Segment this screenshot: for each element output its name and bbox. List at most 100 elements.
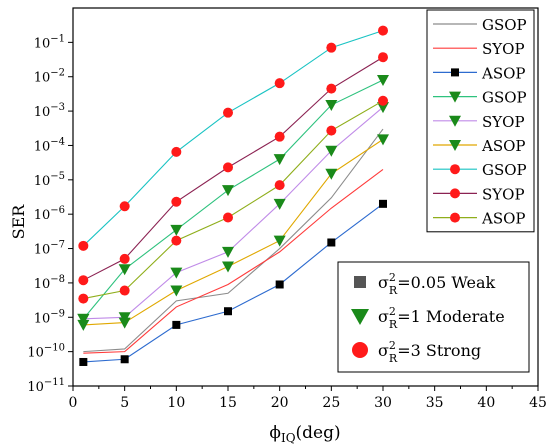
data-point xyxy=(77,319,90,331)
legend-box xyxy=(426,9,535,233)
data-point xyxy=(171,146,182,157)
data-point xyxy=(378,25,388,36)
data-point xyxy=(119,253,130,264)
data-point xyxy=(222,261,234,273)
data-point xyxy=(326,125,337,136)
y-tick-label: 10−8 xyxy=(34,274,65,292)
data-point xyxy=(170,267,183,279)
series-gsop-6 xyxy=(78,25,388,251)
legend-label: SYOP xyxy=(482,113,525,131)
y-tick-label: 10−7 xyxy=(34,240,65,258)
x-tick-label: 25 xyxy=(322,395,340,411)
data-point xyxy=(450,188,460,199)
series-layer xyxy=(77,25,389,366)
data-point xyxy=(326,83,337,94)
group-legend-box xyxy=(337,261,530,373)
data-point xyxy=(325,145,338,157)
data-point xyxy=(450,164,460,175)
data-point xyxy=(223,212,233,223)
x-tick-label: 15 xyxy=(219,395,237,411)
data-point xyxy=(274,131,285,142)
group-legend-marker xyxy=(351,309,369,325)
data-point xyxy=(170,224,183,236)
y-tick-label: 10−11 xyxy=(27,377,65,395)
legend-entry: SYOP xyxy=(433,185,525,203)
data-point xyxy=(172,320,181,329)
data-point xyxy=(224,307,232,316)
group-legend-label: σ2 R=0.05 Weak xyxy=(378,271,495,297)
data-point xyxy=(79,357,88,366)
x-tick-label: 0 xyxy=(69,395,78,411)
y-tick-label: 10−2 xyxy=(34,68,65,86)
data-point xyxy=(118,264,131,276)
legend-entry: SYOP xyxy=(433,113,525,131)
y-axis-label: SER xyxy=(9,204,28,240)
data-point xyxy=(275,280,284,289)
x-tick-label: 45 xyxy=(529,395,547,411)
data-point xyxy=(326,42,337,53)
data-point xyxy=(449,91,461,103)
series-asop-5 xyxy=(77,134,389,331)
data-point xyxy=(77,313,90,325)
data-point xyxy=(327,238,336,247)
legend-label: ASOP xyxy=(481,137,526,155)
x-tick-label: 20 xyxy=(271,395,289,411)
data-point xyxy=(378,95,388,106)
data-point xyxy=(449,140,461,151)
legend-label: SYOP xyxy=(482,185,525,203)
series-gsop-0 xyxy=(83,128,384,353)
group-legend: σ2 R=0.05 Weak σ2 R=1 Moderate σ2 R=3 Strong xyxy=(337,261,530,373)
series-syop-7 xyxy=(78,52,388,286)
data-point xyxy=(449,115,461,127)
legend-label: ASOP xyxy=(481,210,526,228)
x-tick-label: 30 xyxy=(374,395,392,411)
group-legend-label: σ2 R=3 Strong xyxy=(378,339,481,365)
group-legend-entry: σ2 R=3 Strong xyxy=(352,339,481,365)
series-syop-4 xyxy=(77,102,389,325)
legend-entry: GSOP xyxy=(433,161,527,179)
series-line xyxy=(82,30,384,247)
data-point xyxy=(273,235,286,247)
series-syop-1 xyxy=(83,169,384,354)
series-gsop-3 xyxy=(77,75,389,325)
y-tick-label: 10−10 xyxy=(27,343,65,361)
legend: GSOP SYOP ASOP GSOP SYOP ASOP GSOP SYOP ASOP xyxy=(426,9,535,233)
group-legend-entry: σ2 R=0.05 Weak xyxy=(354,271,495,297)
data-point xyxy=(273,198,286,210)
legend-label: GSOP xyxy=(482,16,527,34)
legend-entry: ASOP xyxy=(433,137,526,155)
data-point xyxy=(222,185,234,197)
data-point xyxy=(378,52,388,63)
data-point xyxy=(78,240,89,251)
data-point xyxy=(170,285,183,297)
legend-entry: ASOP xyxy=(433,210,526,228)
legend-entry: GSOP xyxy=(433,16,527,34)
data-point xyxy=(78,275,89,286)
data-point xyxy=(379,199,387,208)
y-tick-label: 10−1 xyxy=(34,33,65,51)
data-point xyxy=(377,102,389,114)
data-point xyxy=(274,78,285,89)
data-point xyxy=(119,201,130,212)
data-point xyxy=(377,75,389,87)
y-tick-label: 10−6 xyxy=(34,205,65,223)
data-point xyxy=(171,196,182,207)
data-point xyxy=(222,246,234,258)
data-point xyxy=(325,100,338,112)
series-asop-8 xyxy=(78,95,388,304)
group-legend-marker xyxy=(352,342,368,358)
x-tick-label: 5 xyxy=(120,395,129,411)
legend-entry: ASOP xyxy=(433,64,526,82)
series-asop-2 xyxy=(79,199,387,366)
data-point xyxy=(119,285,130,296)
x-tick-label: 35 xyxy=(426,395,444,411)
data-point xyxy=(451,68,459,77)
data-point xyxy=(120,355,129,364)
data-point xyxy=(450,212,460,223)
group-legend-entry: σ2 R=1 Moderate xyxy=(351,305,505,331)
legend-label: GSOP xyxy=(482,89,527,107)
group-legend-label: σ2 R=1 Moderate xyxy=(378,305,505,331)
data-point xyxy=(78,293,89,304)
data-point xyxy=(377,134,389,146)
